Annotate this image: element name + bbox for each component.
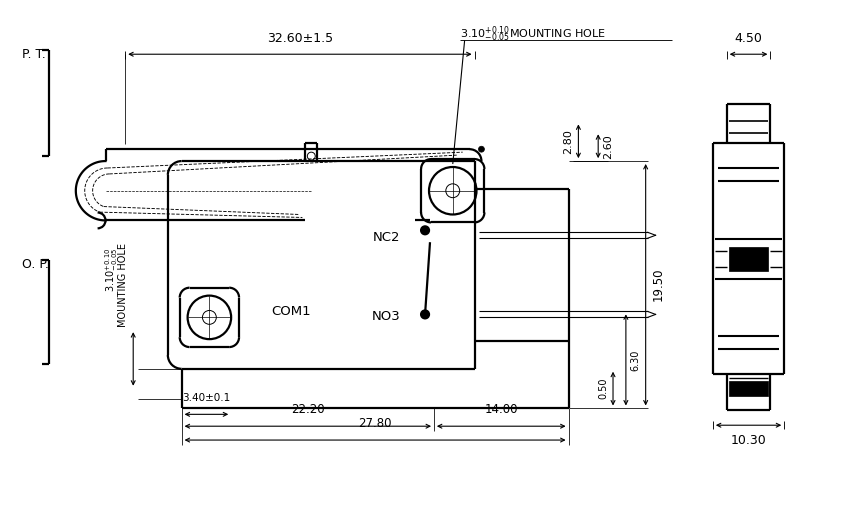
Text: NO3: NO3 xyxy=(372,310,400,323)
Text: 14.00: 14.00 xyxy=(484,404,518,417)
Text: 27.80: 27.80 xyxy=(359,417,392,430)
Text: 2.60: 2.60 xyxy=(603,134,613,159)
Text: COM1: COM1 xyxy=(272,305,311,318)
Circle shape xyxy=(421,226,429,235)
Circle shape xyxy=(478,146,484,152)
Text: 32.60±1.5: 32.60±1.5 xyxy=(267,32,333,45)
Text: 3.10$^{+0.10}_{-0.05}$: 3.10$^{+0.10}_{-0.05}$ xyxy=(103,248,120,292)
Text: P. T.: P. T. xyxy=(22,48,46,61)
Text: NC2: NC2 xyxy=(373,231,400,244)
Circle shape xyxy=(421,310,429,318)
Bar xyxy=(728,381,768,396)
Text: 22.20: 22.20 xyxy=(291,404,324,417)
Text: 4.50: 4.50 xyxy=(734,32,763,45)
Text: 19.50: 19.50 xyxy=(652,268,665,302)
Text: 3.40±0.1: 3.40±0.1 xyxy=(182,394,230,404)
Text: 6.30: 6.30 xyxy=(631,349,641,371)
Text: 10.30: 10.30 xyxy=(731,434,766,447)
Text: 0.50: 0.50 xyxy=(598,378,608,399)
Bar xyxy=(728,247,768,271)
Text: 2.80: 2.80 xyxy=(563,129,574,154)
Text: 3.10$^{+0.10}_{-0.05}$MOUNTING HOLE: 3.10$^{+0.10}_{-0.05}$MOUNTING HOLE xyxy=(460,24,605,44)
Text: MOUNTING HOLE: MOUNTING HOLE xyxy=(119,243,128,327)
Text: O. P.: O. P. xyxy=(22,258,49,271)
